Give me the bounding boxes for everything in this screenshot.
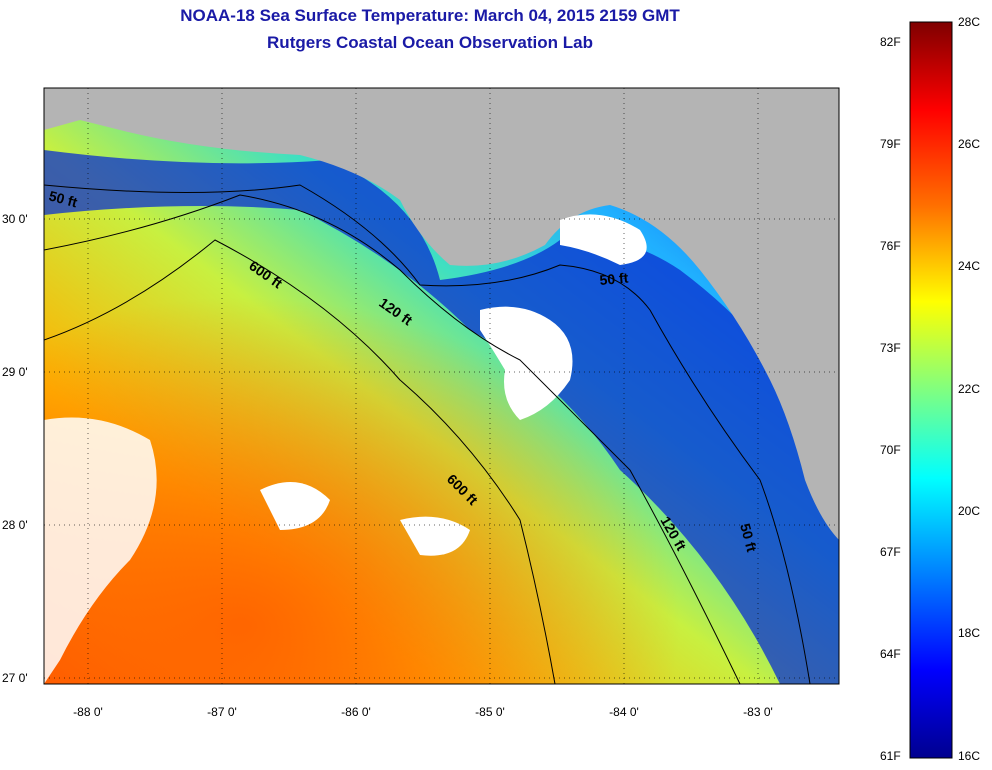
- colorbar-celsius-label: 24C: [958, 259, 981, 273]
- colorbar-fahrenheit-label: 64F: [880, 647, 901, 661]
- contour-label: 50 ft: [599, 270, 629, 288]
- isobath-600ft: [44, 239, 556, 684]
- x-tick-label: -84 0': [609, 705, 639, 719]
- colorbar-fahrenheit-label: 67F: [880, 545, 901, 559]
- colorbar-celsius-label: 26C: [958, 137, 981, 151]
- cloud-patch: [560, 214, 647, 265]
- isobath-50ft: [44, 184, 811, 684]
- cold-coastal-band: [44, 150, 839, 684]
- map-frame: [43, 87, 840, 685]
- colorbar-fahrenheit-label: 76F: [880, 239, 901, 253]
- y-tick-label: 27 0': [2, 671, 28, 685]
- cloud-patch: [44, 417, 157, 684]
- colorbar-fahrenheit-label: 79F: [880, 137, 901, 151]
- colorbar-celsius-label: 18C: [958, 626, 981, 640]
- cloud-patch: [400, 516, 470, 556]
- colorbar-celsius-label: 22C: [958, 382, 981, 396]
- colorbar-fahrenheit-label: 70F: [880, 443, 901, 457]
- colorbar: [909, 21, 953, 759]
- map-subtitle: Rutgers Coastal Ocean Observation Lab: [267, 33, 593, 52]
- x-tick-label: -86 0': [341, 705, 371, 719]
- colorbar-fahrenheit-label: 82F: [880, 35, 901, 49]
- y-tick-label: 30 0': [2, 212, 28, 226]
- isobath-120ft: [44, 194, 741, 684]
- colorbar-celsius-label: 28C: [958, 15, 981, 29]
- colorbar-fahrenheit-label: 73F: [880, 341, 901, 355]
- y-tick-label: 28 0': [2, 518, 28, 532]
- x-tick-label: -87 0': [207, 705, 237, 719]
- contour-label: 50 ft: [47, 187, 79, 210]
- map-title: NOAA-18 Sea Surface Temperature: March 0…: [180, 6, 680, 25]
- cloud-patch: [480, 306, 573, 420]
- cloud-patch: [260, 482, 330, 530]
- y-tick-label: 29 0': [2, 365, 28, 379]
- x-tick-label: -88 0': [73, 705, 103, 719]
- contour-label: 50 ft: [737, 522, 760, 554]
- colorbar-celsius-label: 20C: [958, 504, 981, 518]
- colorbar-fahrenheit-label: 61F: [880, 749, 901, 763]
- x-tick-label: -85 0': [475, 705, 505, 719]
- colorbar-celsius-label: 16C: [958, 749, 981, 763]
- x-tick-label: -83 0': [743, 705, 773, 719]
- land-mass: [44, 88, 839, 540]
